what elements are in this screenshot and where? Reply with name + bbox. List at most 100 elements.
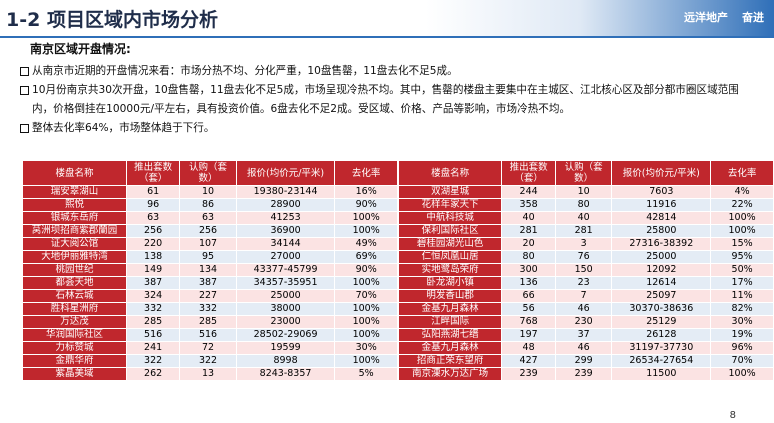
table-row: 碧桂园湖光山色 20 3 27316-38392 15%: [397, 237, 774, 251]
table-cell: 7: [554, 289, 613, 303]
table-cell: 100%: [334, 328, 398, 342]
table-cell: 10: [179, 185, 237, 199]
bullet: 10月份南京共30次开盘，10盘售罄，11盘去化不足5成，市场呈现冷热不均。其中…: [20, 81, 760, 119]
table-cell: 27000: [235, 250, 336, 264]
table-cell: 96%: [710, 341, 774, 355]
table-cell: 300: [501, 263, 556, 277]
table-cell: 220: [125, 237, 181, 251]
table-cell: 11916: [611, 198, 712, 212]
table-cell: 90%: [334, 263, 398, 277]
table-row: 瑞安翠湖山 61 10 19380-23144 16%: [22, 185, 398, 199]
table-row: 南京溧水万达广场 239 239 11500 100%: [397, 367, 774, 381]
table-cell: 8243-8357: [235, 367, 336, 381]
project-name: 大地伊丽雅特湾: [22, 250, 127, 264]
table-cell: 70%: [710, 354, 774, 368]
table-cell: 80: [554, 198, 613, 212]
table-row: 华润国际社区 516 516 28502-29069 100%: [22, 328, 398, 342]
table-cell: 19599: [235, 341, 336, 355]
logo-text: 远洋地产: [684, 11, 728, 24]
project-name: 弘阳燕湖七缙: [397, 328, 503, 342]
column-header: 楼盘名称: [397, 160, 503, 186]
table-cell: 63: [125, 211, 181, 225]
table-cell: 56: [501, 302, 556, 316]
table-cell: 26534-27654: [611, 354, 712, 368]
data-table: 楼盘名称 推出套数（套） 认购（套数） 报价(均价元/平米) 去化率 瑞安翠湖山 61 10 1…: [22, 160, 398, 381]
page-title: 1-2 项目区域内市场分析: [6, 9, 218, 31]
table-cell: 12614: [611, 276, 712, 290]
table-cell: 281: [554, 224, 613, 238]
table-cell: 387: [179, 276, 237, 290]
table-cell: 82%: [710, 302, 774, 316]
table-cell: 100%: [334, 302, 398, 316]
column-header: 去化率: [710, 160, 774, 186]
table-cell: 19%: [710, 328, 774, 342]
table-cell: 107: [179, 237, 237, 251]
table-cell: 516: [125, 328, 181, 342]
table-cell: 12092: [611, 263, 712, 277]
project-name: 华润国际社区: [22, 328, 127, 342]
table-cell: 34144: [235, 237, 336, 251]
project-name: 力标赞城: [22, 341, 127, 355]
project-name: 胜科星洲府: [22, 302, 127, 316]
project-name: 花样年家天下: [397, 198, 503, 212]
project-name: 南京溧水万达广场: [397, 367, 503, 381]
project-name: 石林云城: [22, 289, 127, 303]
table-row: 万达茂 285 285 23000 100%: [22, 315, 398, 329]
table-cell: 50%: [710, 263, 774, 277]
table-cell: 8998: [235, 354, 336, 368]
bullet-text: 整体去化率64%，市场整体趋于下行。: [32, 122, 215, 134]
table-cell: 70%: [334, 289, 398, 303]
project-name: 莴洲坝招商紫郡蘭园: [22, 224, 127, 238]
table-cell: 134: [179, 263, 237, 277]
table-cell: 100%: [334, 224, 398, 238]
table-cell: 239: [501, 367, 556, 381]
table-cell: 40: [554, 211, 613, 225]
table-cell: 30%: [334, 341, 398, 355]
column-header: 楼盘名称: [22, 160, 127, 186]
table-cell: 7603: [611, 185, 712, 199]
column-header: 认购（套数）: [179, 160, 237, 186]
table-cell: 100%: [710, 211, 774, 225]
table-cell: 23000: [235, 315, 336, 329]
table-cell: 332: [125, 302, 181, 316]
table-row: 大地伊丽雅特湾 138 95 27000 69%: [22, 250, 398, 264]
checkbox-icon: [20, 67, 29, 76]
table-cell: 281: [501, 224, 556, 238]
project-name: 熙悦: [22, 198, 127, 212]
bullet-list: 从南京市近期的开盘情况来看：市场分热不均、分化严重，10盘售罄，11盘去化不足5…: [20, 62, 760, 138]
project-name: 证大阅公馆: [22, 237, 127, 251]
table-cell: 96: [125, 198, 181, 212]
title-bar: [0, 0, 774, 36]
table-cell: 25800: [611, 224, 712, 238]
table-cell: 46: [554, 302, 613, 316]
table-cell: 72: [179, 341, 237, 355]
table-cell: 332: [179, 302, 237, 316]
table-row: 莴洲坝招商紫郡蘭园 256 256 36900 100%: [22, 224, 398, 238]
project-name: 招商正荣东望府: [397, 354, 503, 368]
project-name: 都荟天地: [22, 276, 127, 290]
table-cell: 227: [179, 289, 237, 303]
table-cell: 25129: [611, 315, 712, 329]
table-cell: 4%: [710, 185, 774, 199]
project-name: 双湖星城: [397, 185, 503, 199]
column-header: 认购（套数）: [554, 160, 613, 186]
table-row: 中航科技城 40 40 42814 100%: [397, 211, 774, 225]
table-cell: 26128: [611, 328, 712, 342]
table-row: 证大阅公馆 220 107 34144 49%: [22, 237, 398, 251]
table-cell: 28502-29069: [235, 328, 336, 342]
table-row: 弘阳燕湖七缙 197 37 26128 19%: [397, 328, 774, 342]
page-number: 8: [729, 410, 736, 421]
table-cell: 30370-38636: [611, 302, 712, 316]
checkbox-icon: [20, 124, 29, 133]
table-cell: 63: [179, 211, 237, 225]
table-row: 江畔国际 768 230 25129 30%: [397, 315, 774, 329]
table-cell: 42814: [611, 211, 712, 225]
project-name: 碧桂园湖光山色: [397, 237, 503, 251]
table-cell: 13: [179, 367, 237, 381]
table-cell: 239: [554, 367, 613, 381]
project-name: 江畔国际: [397, 315, 503, 329]
table-row: 胜科星洲府 332 332 38000 100%: [22, 302, 398, 316]
table-row: 力标赞城 241 72 19599 30%: [22, 341, 398, 355]
table-cell: 25000: [611, 250, 712, 264]
